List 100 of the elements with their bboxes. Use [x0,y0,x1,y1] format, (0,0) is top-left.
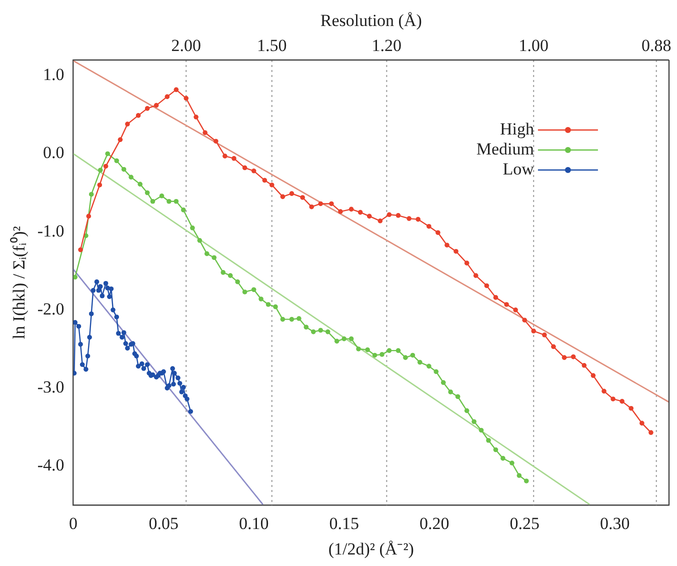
point [454,248,458,254]
point [128,174,134,180]
point [73,274,78,280]
point [464,260,470,266]
point [448,390,453,394]
y-tick-label: -2.0 [37,299,64,318]
y-tick-label: 1.0 [43,65,64,84]
point [144,362,150,368]
point [251,287,256,292]
point [570,354,576,360]
point [134,354,139,358]
point [184,96,189,101]
point [177,380,182,386]
point [76,324,82,329]
point [90,288,96,293]
point [188,409,194,414]
point [510,460,514,466]
point [493,447,498,452]
point [640,420,644,426]
point [406,216,412,221]
point [348,336,354,342]
point [136,364,141,369]
point [318,328,324,333]
point [334,338,340,344]
point [396,213,401,218]
point [269,182,274,188]
point [486,438,491,443]
legend-label: Medium [476,139,534,158]
point [202,130,208,136]
point [138,182,142,187]
point [107,294,112,300]
point [164,94,170,100]
point [87,334,92,340]
point [522,318,527,322]
point [562,355,567,360]
point [73,320,78,325]
y-tick-label: 0.0 [43,143,64,162]
y-tick-label: -4.0 [37,456,64,475]
point [484,283,490,288]
text: 1.50 [257,36,287,55]
point [610,396,616,402]
point [440,380,446,385]
y-axis-title: ln I(hkl) / Σᵢ(fᵢ⁰)² [10,226,29,340]
point [108,286,114,292]
point [140,361,144,366]
point [166,198,172,204]
point [242,290,248,294]
point [136,113,141,118]
text: Resolution (Å) [320,10,422,30]
point [342,336,346,342]
point [396,348,401,353]
x-tick-label: 0.20 [419,514,450,533]
point [356,346,361,352]
point [426,364,432,369]
point [181,208,186,212]
point [582,362,587,368]
legend-label: High [500,119,534,138]
point [289,191,294,196]
point [378,218,383,224]
point [73,370,77,376]
point [280,194,286,200]
point [174,198,179,204]
point [100,293,105,298]
point [114,158,120,164]
legend-label: Low [502,159,535,178]
point [386,348,392,353]
point [551,344,556,350]
point [542,332,547,338]
point [212,255,217,260]
point [78,342,83,347]
point [434,369,439,374]
point [348,206,354,212]
point [304,324,309,330]
point [309,204,314,210]
point [266,302,271,307]
point [338,209,343,214]
point [174,87,179,92]
point [103,164,108,169]
point [516,473,522,478]
point [94,279,100,284]
point [159,194,164,198]
point [478,428,484,433]
point [171,382,176,387]
point [473,273,478,278]
point [197,238,202,243]
point [504,302,509,307]
point [380,352,384,357]
point [444,242,450,248]
point [436,230,440,236]
point [118,137,123,142]
point [325,329,330,334]
x-tick-label: 0.30 [600,514,630,533]
point [194,114,198,120]
point [141,366,146,371]
point [98,284,103,289]
point [300,195,305,200]
point [590,373,596,378]
point [190,226,195,230]
point [176,375,180,380]
point [628,406,634,411]
